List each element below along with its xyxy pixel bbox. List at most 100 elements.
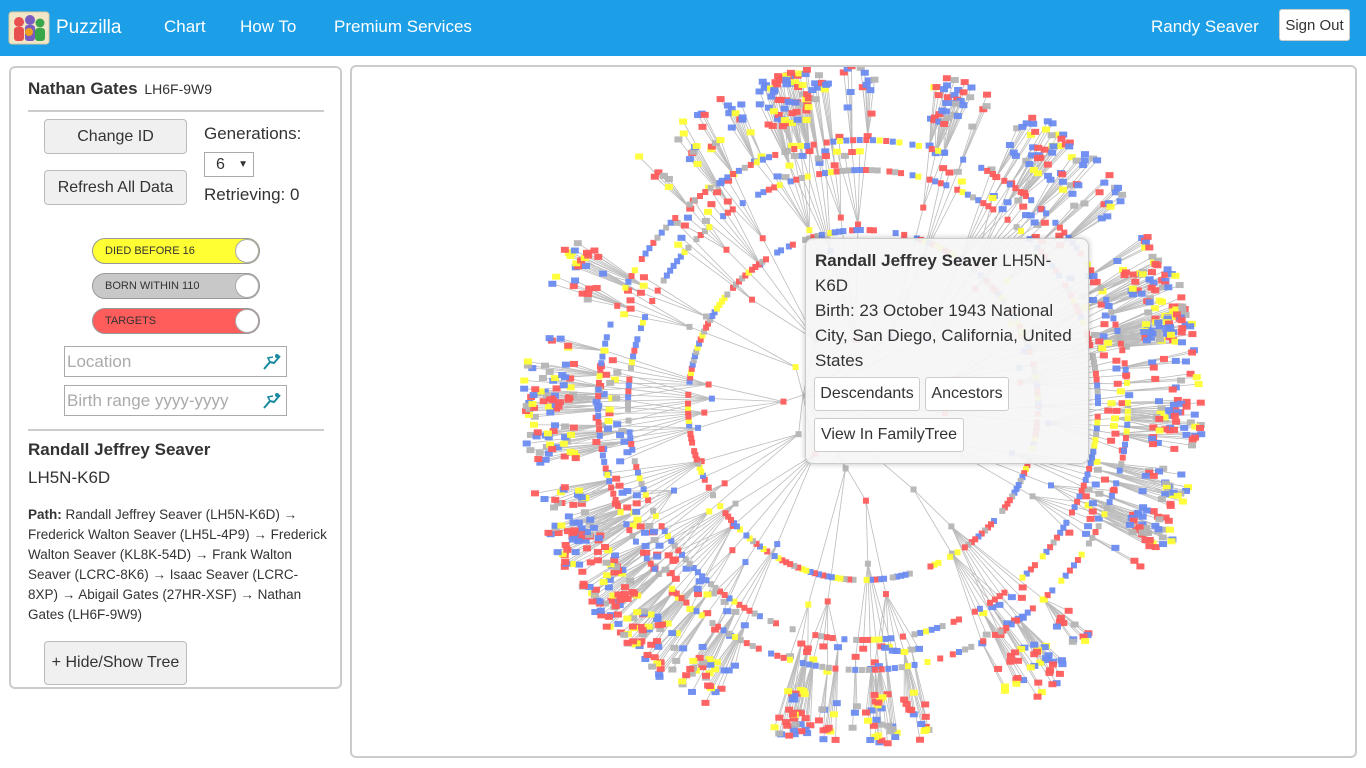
ring-node — [687, 374, 694, 381]
ring-node — [646, 245, 653, 252]
change-id-button[interactable]: Change ID — [44, 119, 187, 154]
person-node — [956, 97, 965, 104]
nav-how-to[interactable]: How To — [240, 17, 297, 36]
ring-node — [753, 159, 760, 166]
person-node — [654, 169, 663, 176]
ring-node — [603, 334, 610, 341]
ring-node — [902, 571, 909, 578]
person-node — [1180, 424, 1189, 431]
ring-node — [975, 533, 982, 540]
person-node — [791, 721, 800, 728]
brand-link[interactable]: Puzzilla — [8, 10, 121, 46]
person-node — [723, 102, 732, 109]
person-node — [1029, 493, 1036, 500]
person-node — [809, 656, 818, 663]
person-node — [720, 598, 729, 605]
person-node — [907, 646, 916, 653]
ring-node — [640, 549, 647, 556]
nav-premium-services[interactable]: Premium Services — [334, 17, 472, 36]
person-node — [830, 162, 839, 169]
person-node — [775, 77, 784, 84]
descendants-button[interactable]: Descendants — [814, 377, 920, 411]
ring-node — [1006, 181, 1013, 188]
descendant-fan-chart[interactable] — [352, 67, 1355, 756]
person-node — [608, 357, 617, 364]
person-node — [821, 153, 830, 160]
birth-range-input[interactable]: Birth range yyyy-yyyy — [64, 385, 287, 416]
person-node — [623, 504, 632, 511]
person-node — [1014, 197, 1023, 204]
ring-node — [664, 533, 671, 540]
person-node — [1153, 439, 1162, 446]
person-node — [819, 727, 828, 734]
person-node — [574, 519, 583, 526]
ring-node — [643, 555, 650, 562]
person-node — [959, 89, 968, 96]
ring-node — [696, 340, 703, 347]
tree-link — [617, 398, 713, 425]
tree-link — [682, 121, 729, 202]
ring-node — [701, 476, 708, 483]
ring-node — [658, 229, 665, 236]
person-node — [870, 691, 879, 698]
person-node — [1012, 676, 1021, 683]
toggle-died-before-16[interactable]: DIED BEFORE 16 — [92, 238, 260, 264]
ring-node — [1074, 557, 1081, 564]
ring-node — [823, 139, 830, 146]
tree-link — [570, 378, 601, 387]
ancestors-button[interactable]: Ancestors — [925, 377, 1009, 411]
ring-node — [889, 574, 896, 581]
person-node — [801, 726, 810, 733]
tree-link — [774, 643, 802, 728]
person-node — [1080, 151, 1089, 158]
ring-node — [787, 178, 794, 185]
ring-node — [1074, 498, 1081, 505]
sign-out-button[interactable]: Sign Out — [1279, 9, 1350, 41]
person-node — [920, 204, 927, 211]
retrieving-status: Retrieving: 0 — [204, 185, 300, 204]
person-node — [1190, 411, 1199, 418]
toggle-targets[interactable]: TARGETS — [92, 308, 260, 334]
person-node — [778, 123, 787, 130]
ring-node — [1049, 587, 1056, 594]
view-in-familytree-button[interactable]: View In FamilyTree — [814, 418, 964, 452]
tree-link — [802, 155, 831, 252]
ring-node — [681, 249, 688, 256]
ring-node — [677, 253, 684, 260]
tree-link — [795, 366, 804, 396]
tree-link — [659, 511, 710, 547]
ring-node — [1122, 366, 1129, 373]
tree-link — [793, 643, 802, 696]
person-node — [672, 657, 681, 664]
person-node — [1161, 278, 1170, 285]
hide-show-tree-button[interactable]: + Hide/Show Tree — [44, 641, 187, 685]
ring-node — [1082, 477, 1089, 484]
person-node — [1036, 154, 1045, 161]
ring-node — [1001, 504, 1008, 511]
person-node — [872, 716, 881, 723]
person-node — [1166, 502, 1175, 509]
person-node — [1113, 257, 1122, 264]
location-input[interactable]: Location — [64, 346, 287, 377]
tree-link — [678, 525, 734, 598]
ring-node — [716, 588, 723, 595]
tree-link — [673, 433, 799, 491]
person-node — [1047, 132, 1056, 139]
toggle-born-within-110[interactable]: BORN WITHIN 110 — [92, 273, 260, 299]
ring-node — [986, 599, 993, 606]
tree-link — [776, 453, 816, 545]
generations-select[interactable]: 6 ▼ — [204, 152, 254, 177]
person-node — [1177, 377, 1186, 384]
ring-node — [720, 213, 727, 220]
ring-node — [1095, 523, 1102, 530]
person-node — [1086, 515, 1095, 522]
ring-node — [628, 359, 635, 366]
navbar: Puzzilla Chart How To Premium Services R… — [0, 0, 1366, 56]
ring-node — [1023, 570, 1030, 577]
nav-chart[interactable]: Chart — [164, 17, 206, 36]
user-name[interactable]: Randy Seaver — [1151, 17, 1259, 36]
refresh-all-data-button[interactable]: Refresh All Data — [44, 170, 187, 205]
tree-link — [934, 117, 937, 154]
tree-link — [1120, 389, 1173, 392]
person-node — [860, 69, 869, 76]
